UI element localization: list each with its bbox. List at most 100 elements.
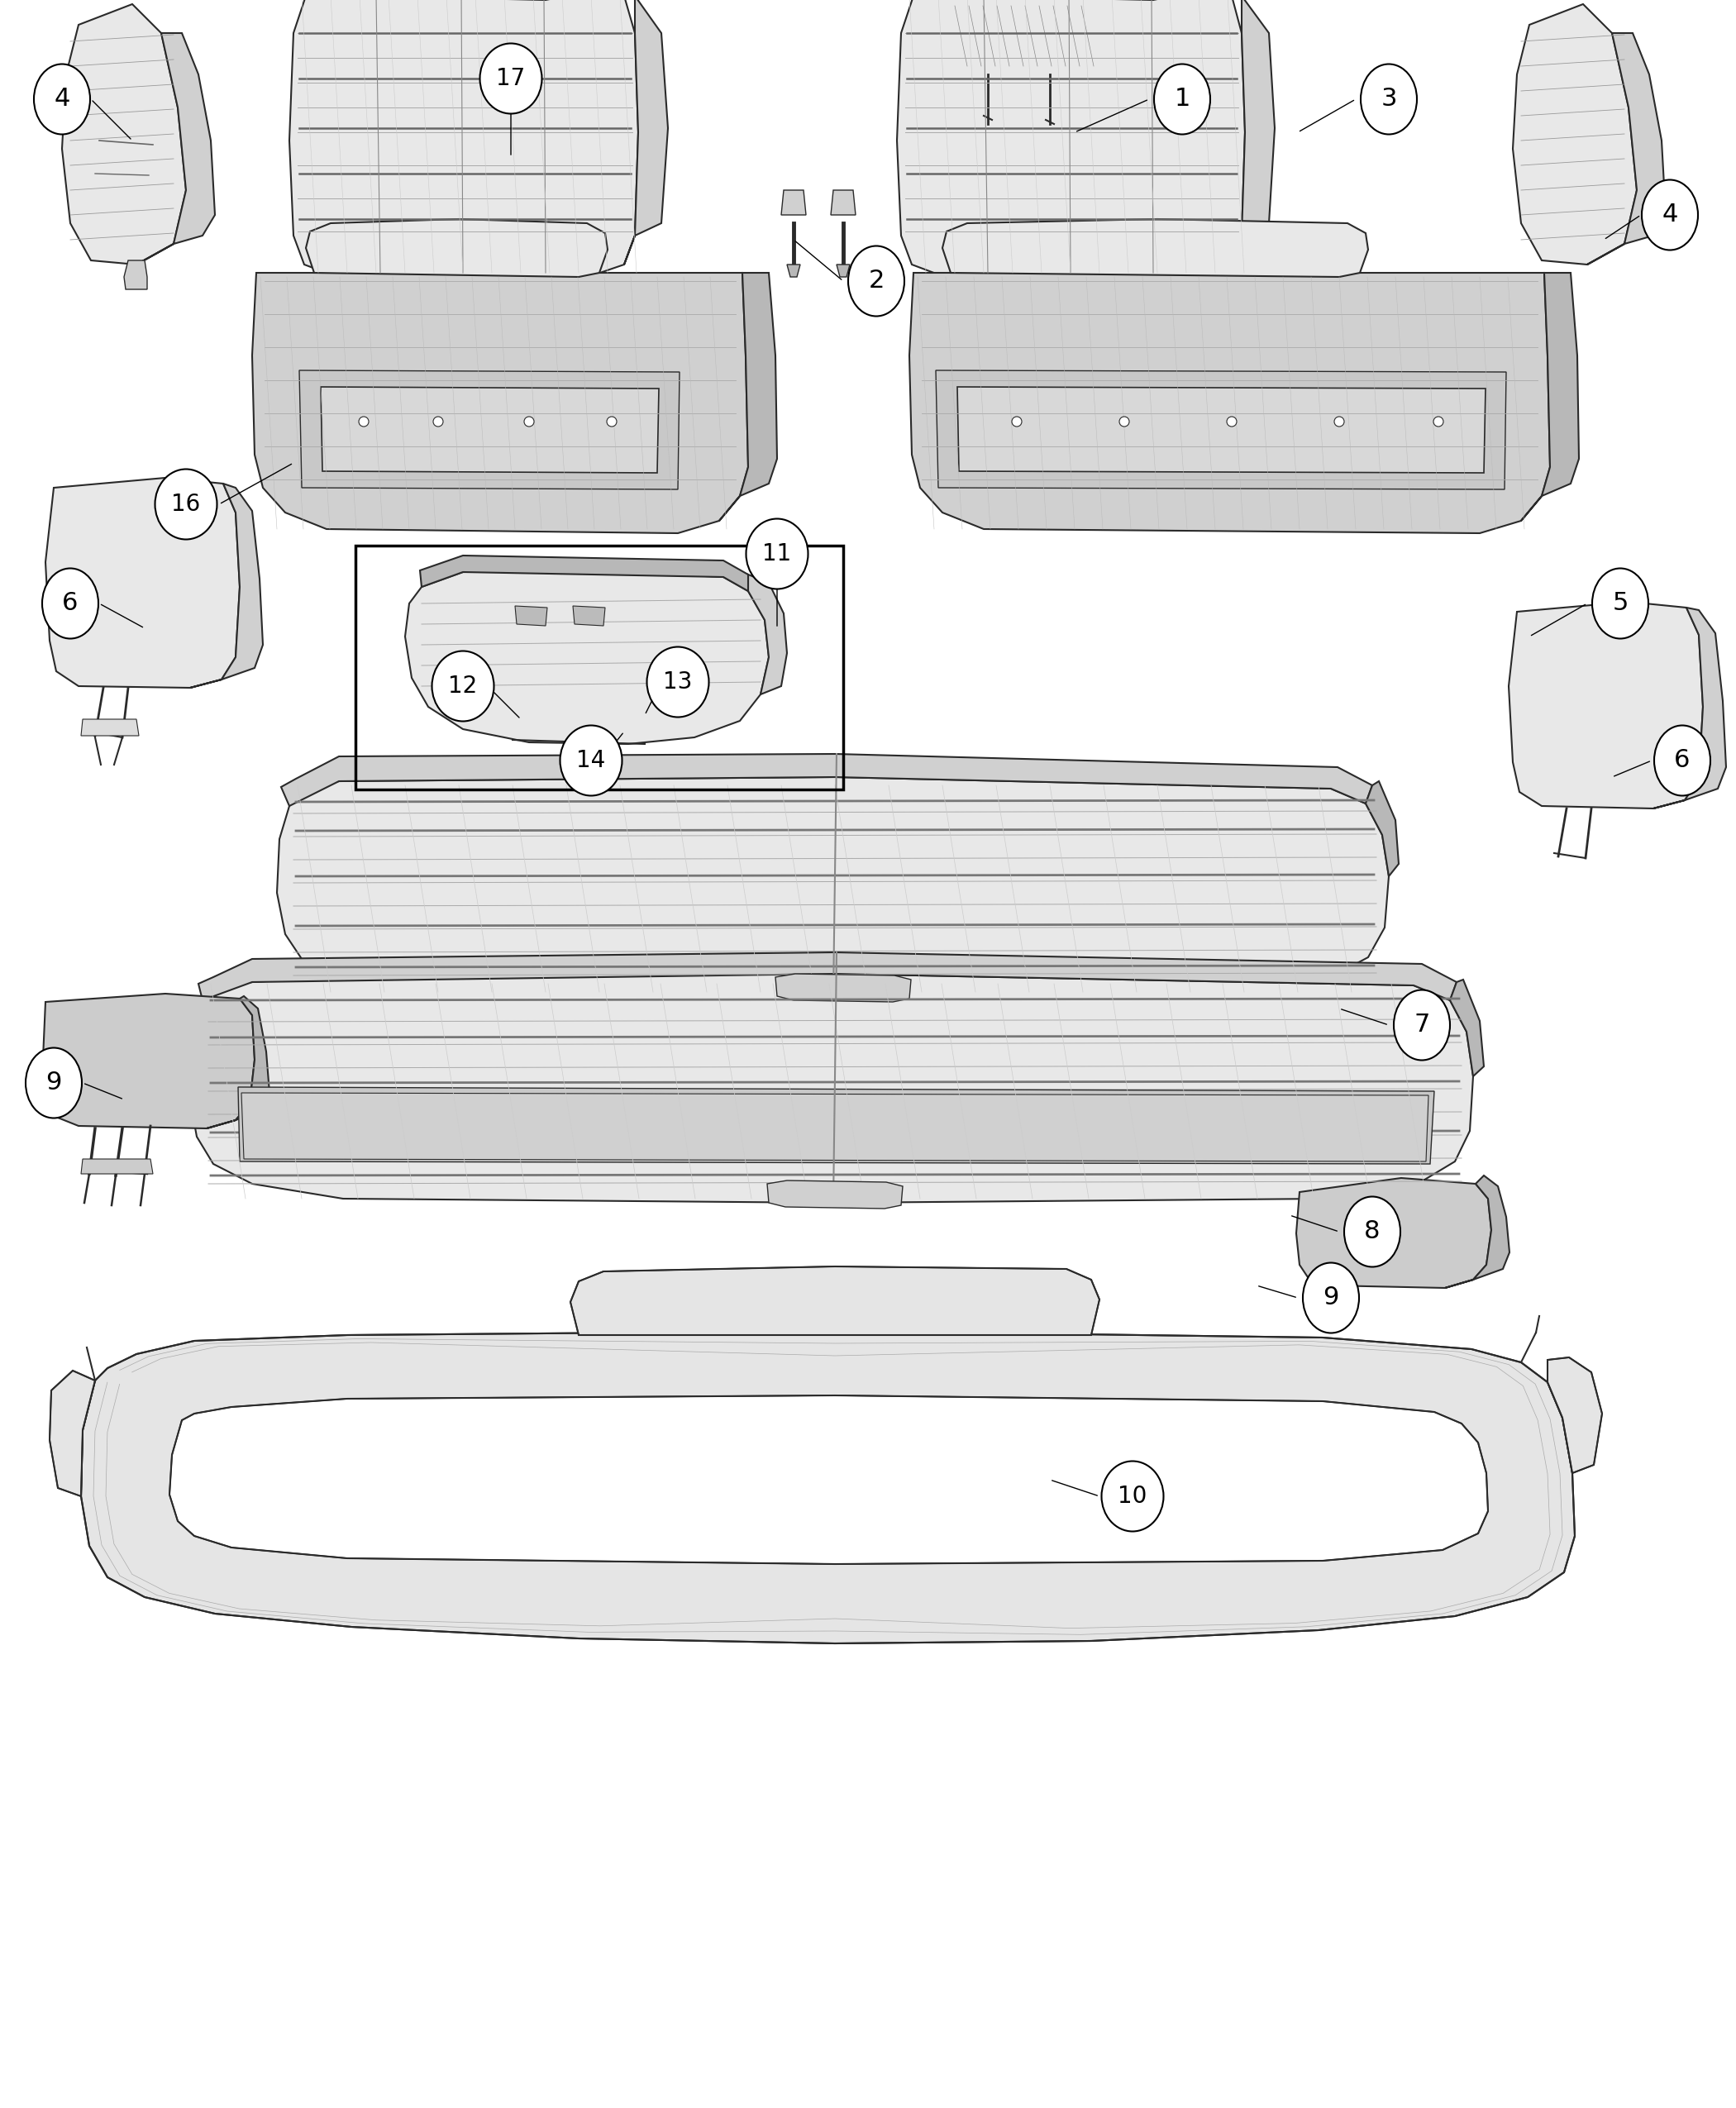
Ellipse shape <box>155 470 217 540</box>
Polygon shape <box>62 4 186 264</box>
Polygon shape <box>238 1088 1434 1164</box>
Text: 1: 1 <box>1174 86 1191 112</box>
Polygon shape <box>82 1159 153 1174</box>
Text: 9: 9 <box>1323 1286 1338 1309</box>
Polygon shape <box>573 605 606 626</box>
Polygon shape <box>625 0 668 264</box>
Text: 4: 4 <box>1661 202 1679 228</box>
Polygon shape <box>306 219 608 276</box>
Text: 14: 14 <box>576 748 606 772</box>
Polygon shape <box>404 571 769 744</box>
Polygon shape <box>82 719 139 736</box>
Ellipse shape <box>561 725 621 795</box>
Ellipse shape <box>26 1048 82 1117</box>
Text: 7: 7 <box>1413 1014 1430 1037</box>
Text: 4: 4 <box>54 86 69 112</box>
Ellipse shape <box>35 63 90 135</box>
Circle shape <box>1012 417 1023 426</box>
Polygon shape <box>207 997 269 1128</box>
Polygon shape <box>299 371 679 489</box>
Polygon shape <box>191 483 262 687</box>
Polygon shape <box>910 272 1550 533</box>
Polygon shape <box>137 34 215 264</box>
Polygon shape <box>943 2 1108 70</box>
Ellipse shape <box>1344 1197 1401 1267</box>
Text: 12: 12 <box>448 675 477 698</box>
Ellipse shape <box>849 247 904 316</box>
Ellipse shape <box>1642 179 1698 251</box>
Polygon shape <box>1092 13 1125 74</box>
Polygon shape <box>123 261 148 289</box>
Text: 17: 17 <box>496 67 526 91</box>
Text: 6: 6 <box>62 592 78 616</box>
Polygon shape <box>1366 782 1399 877</box>
Polygon shape <box>281 755 1371 805</box>
Polygon shape <box>767 1180 903 1208</box>
Polygon shape <box>290 0 639 274</box>
Polygon shape <box>898 0 1245 274</box>
Polygon shape <box>1233 0 1274 264</box>
Ellipse shape <box>42 569 99 639</box>
Text: 11: 11 <box>762 542 792 565</box>
Text: 9: 9 <box>45 1071 62 1094</box>
Polygon shape <box>1521 272 1580 521</box>
Circle shape <box>1227 417 1236 426</box>
Polygon shape <box>1512 4 1637 264</box>
Text: 3: 3 <box>1380 86 1397 112</box>
Polygon shape <box>1509 601 1703 809</box>
Circle shape <box>1335 417 1344 426</box>
Polygon shape <box>957 388 1486 472</box>
Ellipse shape <box>746 519 807 588</box>
Ellipse shape <box>1592 569 1649 639</box>
Polygon shape <box>516 605 547 626</box>
Ellipse shape <box>479 44 542 114</box>
Polygon shape <box>837 264 851 276</box>
Polygon shape <box>776 974 911 1001</box>
Polygon shape <box>936 371 1507 489</box>
Text: 5: 5 <box>1613 592 1628 616</box>
Polygon shape <box>82 1330 1575 1644</box>
Ellipse shape <box>1302 1263 1359 1332</box>
Polygon shape <box>571 1267 1099 1334</box>
Polygon shape <box>1450 980 1484 1077</box>
Ellipse shape <box>1154 63 1210 135</box>
Polygon shape <box>786 264 800 276</box>
Circle shape <box>359 417 368 426</box>
Polygon shape <box>832 190 856 215</box>
Polygon shape <box>1547 1358 1602 1473</box>
Polygon shape <box>189 974 1474 1204</box>
Ellipse shape <box>1394 991 1450 1060</box>
Polygon shape <box>420 557 748 590</box>
Polygon shape <box>50 1370 95 1497</box>
Polygon shape <box>278 778 1389 997</box>
Polygon shape <box>45 479 240 687</box>
Text: 6: 6 <box>1674 748 1691 772</box>
Ellipse shape <box>648 647 708 717</box>
Polygon shape <box>1297 1178 1491 1288</box>
Text: 13: 13 <box>663 670 693 694</box>
Ellipse shape <box>1654 725 1710 795</box>
Polygon shape <box>1587 34 1667 264</box>
Text: 16: 16 <box>172 493 201 516</box>
Text: 8: 8 <box>1364 1221 1380 1244</box>
Text: 2: 2 <box>868 270 884 293</box>
Polygon shape <box>170 1395 1488 1564</box>
Polygon shape <box>719 272 778 521</box>
Polygon shape <box>943 219 1368 276</box>
Circle shape <box>1120 417 1128 426</box>
Polygon shape <box>1653 607 1726 809</box>
Polygon shape <box>1444 1176 1510 1288</box>
Circle shape <box>1434 417 1443 426</box>
Polygon shape <box>321 388 660 472</box>
Circle shape <box>434 417 443 426</box>
Polygon shape <box>43 993 255 1128</box>
Text: 10: 10 <box>1118 1484 1147 1507</box>
Polygon shape <box>781 190 806 215</box>
Polygon shape <box>198 953 1457 1001</box>
Polygon shape <box>748 575 786 694</box>
Polygon shape <box>241 1092 1429 1162</box>
Ellipse shape <box>1361 63 1417 135</box>
Circle shape <box>608 417 616 426</box>
Bar <box>356 546 844 790</box>
Polygon shape <box>252 272 748 533</box>
